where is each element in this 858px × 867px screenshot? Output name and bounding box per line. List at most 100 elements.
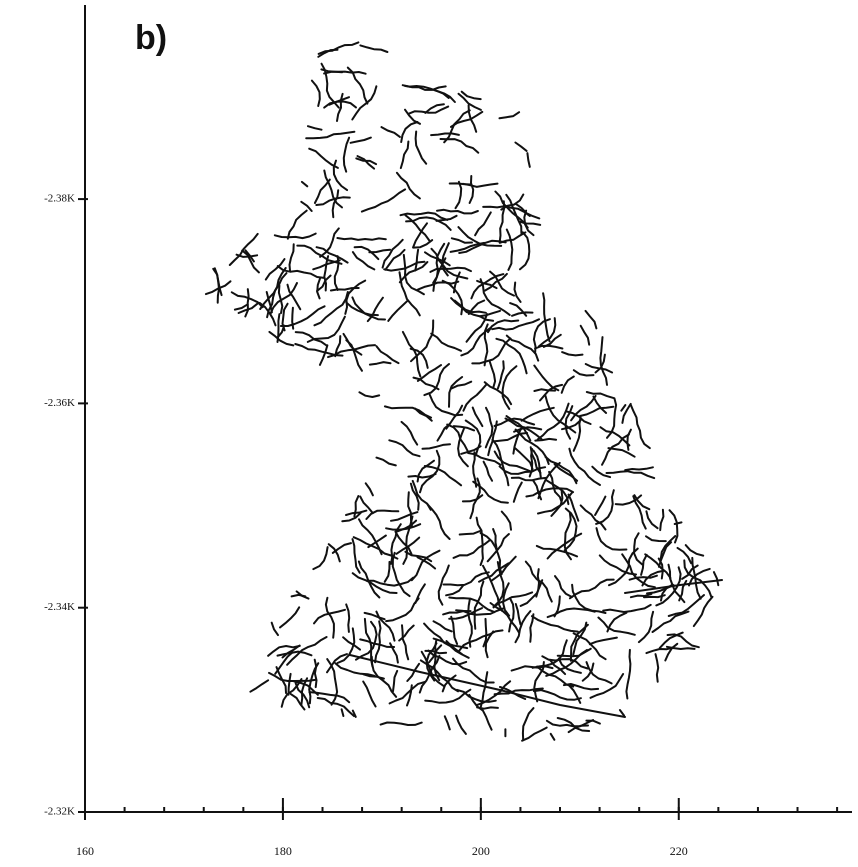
river-segment [633,494,651,511]
river-segment [352,536,399,560]
river-segment [334,662,376,677]
river-segment [359,495,374,515]
river-segment [416,556,437,570]
river-segment [549,658,567,676]
river-segment [589,673,625,699]
river-segment [599,426,631,447]
river-segment [508,597,515,633]
river-segment [592,395,608,414]
river-segment [584,309,598,330]
river-segment [478,562,510,583]
river-segment [404,214,431,242]
river-segment [423,363,450,397]
river-segment [351,538,361,574]
river-segment [602,603,652,613]
river-segment [421,443,451,450]
river-segment [274,651,294,675]
river-segment [400,121,419,143]
river-segment [491,318,540,331]
river-segment [443,715,451,731]
river-segment [538,317,557,348]
river-segment [273,232,317,240]
river-segment [390,511,419,522]
river-segment [501,365,518,410]
river-segment [514,202,541,220]
river-segment [594,353,606,374]
river-segment [529,613,535,643]
river-segment [629,592,653,599]
x-tick-label: 160 [76,844,94,858]
river-segment [436,422,451,442]
river-segment [412,376,440,391]
river-segment [457,427,469,468]
river-segment [571,583,607,614]
river-segment [667,594,705,617]
river-segment [400,420,419,446]
river-segment [564,405,574,440]
river-segment [487,319,520,334]
river-segment [645,646,675,655]
river-segment [461,494,484,503]
river-segment [595,489,615,525]
river-segment [452,657,495,684]
river-segment [585,661,613,685]
river-segment [535,544,579,558]
river-segment [521,726,548,742]
river-segment [584,363,614,374]
river-segment [614,494,643,506]
river-segment [333,255,340,291]
river-segment [319,227,340,258]
river-segment [286,636,328,666]
river-segment [290,593,307,598]
river-segment [334,335,342,358]
river-segment [387,299,409,322]
river-segment [244,288,250,318]
river-segment [458,629,504,652]
river-segment [681,564,699,580]
river-segment [289,693,306,711]
river-segment [579,405,615,417]
river-segment [640,553,648,576]
river-segment [399,140,410,170]
river-segment [281,644,301,659]
river-segment [443,109,471,144]
river-segment [424,251,451,267]
river-segment [624,466,654,472]
river-segment [351,251,376,271]
river-segment [654,653,660,683]
river-segment [305,130,356,140]
river-segment [404,550,433,563]
river-segment [329,287,360,292]
river-segment [398,271,421,317]
river-segment [318,344,329,366]
river-segment [342,332,363,356]
river-segment [626,428,632,451]
river-segment [533,388,557,392]
river-segment [441,279,464,316]
river-segment [367,534,387,549]
river-segment [712,571,720,587]
river-segment [410,549,441,582]
river-segment [462,182,499,188]
river-segment [268,330,295,347]
river-segment [494,190,529,229]
river-segment [414,248,420,272]
river-segment [313,658,318,689]
river-segment [470,273,505,300]
river-segment [429,266,472,273]
river-segment [235,253,259,258]
river-segment [294,682,311,709]
river-segment [265,291,273,314]
river-segment [514,610,532,644]
river-segment [450,380,473,390]
river-segment [419,449,441,494]
river-segment [598,554,637,576]
river-segment [366,296,384,323]
river-segment [368,361,392,366]
river-segment [331,189,340,219]
river-segment [514,141,528,152]
river-segment [315,246,349,264]
river-segment [521,707,535,742]
river-segment [398,624,415,642]
river-segment [294,343,344,357]
